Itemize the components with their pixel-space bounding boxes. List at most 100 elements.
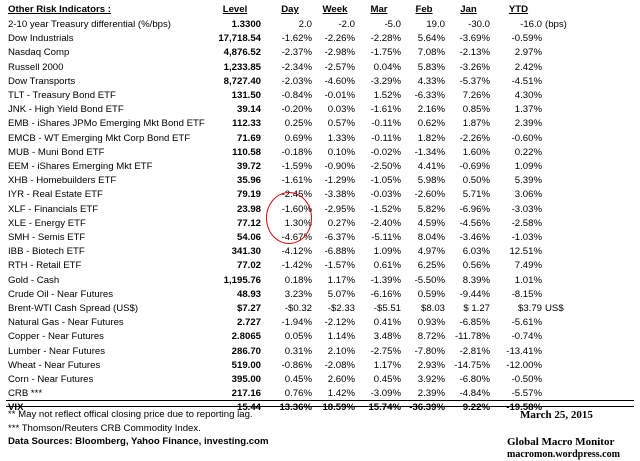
- cell-feb: 7.08%: [417, 47, 445, 59]
- cell-jan: -2.81%: [459, 345, 490, 357]
- cell-week: 5.07%: [327, 288, 355, 300]
- cell-mar: -5.11%: [371, 232, 401, 243]
- cell-feb: -36.39%: [409, 402, 445, 414]
- cell-week: -2.0: [338, 19, 355, 30]
- table-row: XHB - Homebuilders ETF 35.96 -1.61% -1.29% -…: [0, 173, 640, 188]
- cell-name: EMCB - WT Emerging Mkt Corp Bond ETF: [8, 132, 191, 144]
- table-row: Russell 2000 1,233.85 -2.34% -2.57% 0.04% 5.8…: [0, 60, 640, 75]
- cell-week: 18.59%: [322, 402, 355, 414]
- cell-ytd: -12.00%: [506, 359, 542, 371]
- cell-week: -2.26%: [324, 33, 355, 45]
- cell-ytd: -1.03%: [511, 232, 542, 243]
- cell-level: 519.00: [231, 359, 261, 371]
- cell-level: 2.8065: [231, 331, 261, 343]
- cell-week: 0.27%: [327, 217, 355, 229]
- cell-ytd: -4.51%: [511, 75, 542, 87]
- cell-mar: -3.09%: [370, 388, 401, 400]
- cell-name: EMB - iShares JPMo Emerging Mkt Bond ETF: [8, 118, 205, 130]
- cell-feb: -7.80%: [414, 345, 445, 357]
- cell-mar: 3.48%: [373, 331, 401, 343]
- cell-level: 2.727: [236, 317, 261, 329]
- cell-week: -2.12%: [324, 317, 355, 329]
- cell-day: -$0.32: [284, 303, 312, 314]
- cell-name: Dow Transports: [8, 75, 76, 87]
- cell-mar: -0.11%: [371, 132, 401, 144]
- cell-level: 15.44: [236, 402, 261, 414]
- cell-feb: 4.41%: [417, 161, 445, 172]
- header-mar: Mar: [370, 4, 388, 15]
- table-row: JNK - High Yield Bond ETF 39.14 -0.20% 0.03…: [0, 102, 640, 117]
- cell-name: Natural Gas - Near Futures: [8, 317, 124, 329]
- table-row: IYR - Real Estate ETF 79.19 -2.45% -3.38% -0…: [0, 187, 640, 202]
- cell-jan: 1.87%: [462, 118, 490, 130]
- table-row: Lumber - Near Futures 286.70 0.31% 2.10% -2.…: [0, 344, 640, 359]
- cell-day: -1.94%: [281, 317, 312, 329]
- cell-level: 131.50: [231, 90, 261, 101]
- cell-week: -2.08%: [324, 359, 355, 371]
- cell-day: -1.61%: [281, 175, 312, 187]
- table-title: Other Risk Indicators :: [8, 4, 111, 15]
- cell-mar: -$5.51: [373, 303, 401, 314]
- cell-level: 17,718.54: [218, 33, 261, 45]
- cell-day: 2.0: [298, 19, 312, 30]
- cell-feb: 8.04%: [417, 232, 445, 243]
- cell-day: 3.23%: [284, 288, 312, 300]
- table-row: Brent-WTI Cash Spread (US$) $7.27 -$0.32 -$…: [0, 301, 640, 316]
- cell-name: MUB - Muni Bond ETF: [8, 146, 105, 158]
- cell-feb: 8.72%: [417, 331, 445, 343]
- cell-level: 286.70: [231, 345, 261, 357]
- cell-mar: -2.28%: [370, 33, 401, 45]
- cell-mar: -1.61%: [370, 104, 401, 116]
- cell-day: -0.20%: [281, 104, 312, 116]
- cell-jan: 0.85%: [462, 104, 490, 116]
- cell-feb: -6.33%: [414, 90, 445, 101]
- table-row: Nasdaq Comp 4,876.52 -2.37% -2.98% -1.75% 7.0…: [0, 45, 640, 60]
- table-row: TLT - Treasury Bond ETF 131.50 -0.84% -0.01…: [0, 88, 640, 103]
- cell-feb: 1.82%: [417, 132, 445, 144]
- cell-week: -1.57%: [324, 260, 355, 272]
- cell-name: TLT - Treasury Bond ETF: [8, 90, 116, 101]
- cell-day: 0.25%: [284, 118, 312, 130]
- cell-week: 2.10%: [327, 345, 355, 357]
- cell-name: JNK - High Yield Bond ETF: [8, 104, 124, 116]
- vix-divider: [6, 400, 634, 402]
- table-row: Dow Industrials 17,718.54 -1.62% -2.26% -2.2…: [0, 31, 640, 46]
- cell-jan: -5.37%: [459, 75, 490, 87]
- cell-name: IYR - Real Estate ETF: [8, 189, 103, 201]
- cell-jan: 5.71%: [462, 189, 490, 201]
- cell-day: -4.12%: [281, 246, 312, 258]
- cell-name: XLE - Energy ETF: [8, 217, 86, 229]
- cell-ytd: 1.37%: [514, 104, 542, 116]
- cell-week: 1.14%: [327, 331, 355, 343]
- cell-mar: -0.03%: [370, 189, 401, 201]
- table-row: XLF - Financials ETF 23.98 -1.60% -2.95% -1.…: [0, 202, 640, 217]
- table-row: IBB - Biotech ETF 341.30 -4.12% -6.88% 1.09%…: [0, 244, 640, 259]
- cell-week: 1.33%: [327, 132, 355, 144]
- cell-week: -4.60%: [324, 75, 355, 87]
- cell-mar: 0.04%: [373, 61, 401, 73]
- table-row: 2-10 year Treasury differential (%/bps) 1…: [0, 17, 640, 32]
- cell-ytd: 1.01%: [514, 274, 542, 286]
- cell-ytd: 2.42%: [514, 61, 542, 73]
- cell-name: Nasdaq Comp: [8, 47, 70, 59]
- cell-jan: 1.60%: [462, 146, 490, 158]
- cell-level: 23.98: [236, 203, 261, 215]
- cell-name: XLF - Financials ETF: [8, 203, 99, 215]
- footnote-crb: *** Thomson/Reuters CRB Commodity Index.: [8, 423, 201, 434]
- cell-jan: -14.75%: [454, 359, 490, 371]
- cell-jan: -3.26%: [459, 61, 490, 73]
- cell-ytd: 1.09%: [514, 161, 542, 172]
- cell-week: -2.57%: [324, 61, 355, 73]
- cell-week: -6.37%: [324, 232, 355, 243]
- cell-feb: -2.60%: [414, 189, 445, 201]
- cell-ytd: -19.58%: [506, 402, 542, 414]
- cell-level: 79.19: [236, 189, 261, 201]
- cell-feb: 2.39%: [417, 388, 445, 400]
- cell-day: -1.59%: [281, 161, 312, 172]
- cell-mar: -1.52%: [370, 203, 401, 215]
- cell-jan: 7.26%: [462, 90, 490, 101]
- footnote-closing-price: ** May not reflect offical closing price…: [8, 409, 253, 420]
- table-row: Natural Gas - Near Futures 2.727 -1.94% -2.…: [0, 315, 640, 330]
- cell-week: 0.03%: [327, 104, 355, 116]
- table-row: Corn - Near Futures 395.00 0.45% 2.60% 0.45%…: [0, 372, 640, 387]
